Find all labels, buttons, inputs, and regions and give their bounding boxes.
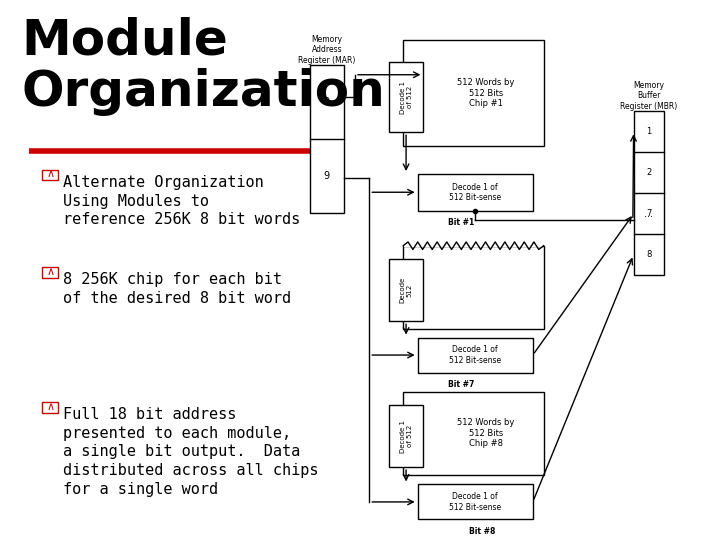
Text: Full 18 bit address
presented to each module,
a single bit output.  Data
distrib: Full 18 bit address presented to each mo… xyxy=(63,407,319,497)
Text: Decode 1 of
512 Bit-sense: Decode 1 of 512 Bit-sense xyxy=(449,492,501,511)
Text: Decode 1 of
512 Bit-sense: Decode 1 of 512 Bit-sense xyxy=(449,346,501,365)
Bar xyxy=(403,246,544,329)
Text: Decode
512: Decode 512 xyxy=(400,277,413,303)
Bar xyxy=(404,233,543,247)
Text: Decode 1 of
512 Bit-sense: Decode 1 of 512 Bit-sense xyxy=(449,183,501,202)
Bar xyxy=(418,174,533,211)
Text: Bit #7: Bit #7 xyxy=(448,380,474,389)
Text: 7: 7 xyxy=(646,209,652,218)
Text: 512 Words by
512 Bits
Chip #8: 512 Words by 512 Bits Chip #8 xyxy=(457,418,515,448)
Bar xyxy=(389,405,423,467)
Text: 9: 9 xyxy=(324,171,330,181)
Text: Bit #8: Bit #8 xyxy=(469,527,495,536)
Bar xyxy=(42,170,58,180)
Bar xyxy=(310,65,344,213)
Bar xyxy=(403,40,544,146)
Text: ∧: ∧ xyxy=(46,170,55,179)
Text: Alternate Organization
Using Modules to
reference 256K 8 bit words: Alternate Organization Using Modules to … xyxy=(63,175,301,227)
Text: Module
Organization: Module Organization xyxy=(22,16,385,116)
Text: 2: 2 xyxy=(646,168,652,177)
Text: ...: ... xyxy=(644,208,653,219)
Text: Decode 1
of 512: Decode 1 of 512 xyxy=(400,420,413,453)
Bar xyxy=(42,402,58,413)
Text: Decode 1
of 512: Decode 1 of 512 xyxy=(400,80,413,114)
Text: Bit #1: Bit #1 xyxy=(448,218,474,227)
Text: Memory
Address
Register (MAR): Memory Address Register (MAR) xyxy=(298,35,356,65)
Text: ∧: ∧ xyxy=(46,402,55,411)
Text: 512 Words by
512 Bits
Chip #1: 512 Words by 512 Bits Chip #1 xyxy=(457,78,515,108)
Bar xyxy=(389,62,423,132)
Bar xyxy=(418,484,533,519)
Bar xyxy=(634,111,664,275)
Text: 8: 8 xyxy=(646,251,652,259)
Text: 1: 1 xyxy=(646,127,652,136)
Text: 8 256K chip for each bit
of the desired 8 bit word: 8 256K chip for each bit of the desired … xyxy=(63,272,292,306)
Text: Memory
Buffer
Register (MBR): Memory Buffer Register (MBR) xyxy=(620,81,678,111)
Bar xyxy=(389,259,423,321)
Bar xyxy=(403,392,544,475)
Bar xyxy=(42,267,58,278)
Text: 9: 9 xyxy=(324,97,330,107)
Bar xyxy=(418,338,533,373)
Text: ∧: ∧ xyxy=(46,267,55,276)
